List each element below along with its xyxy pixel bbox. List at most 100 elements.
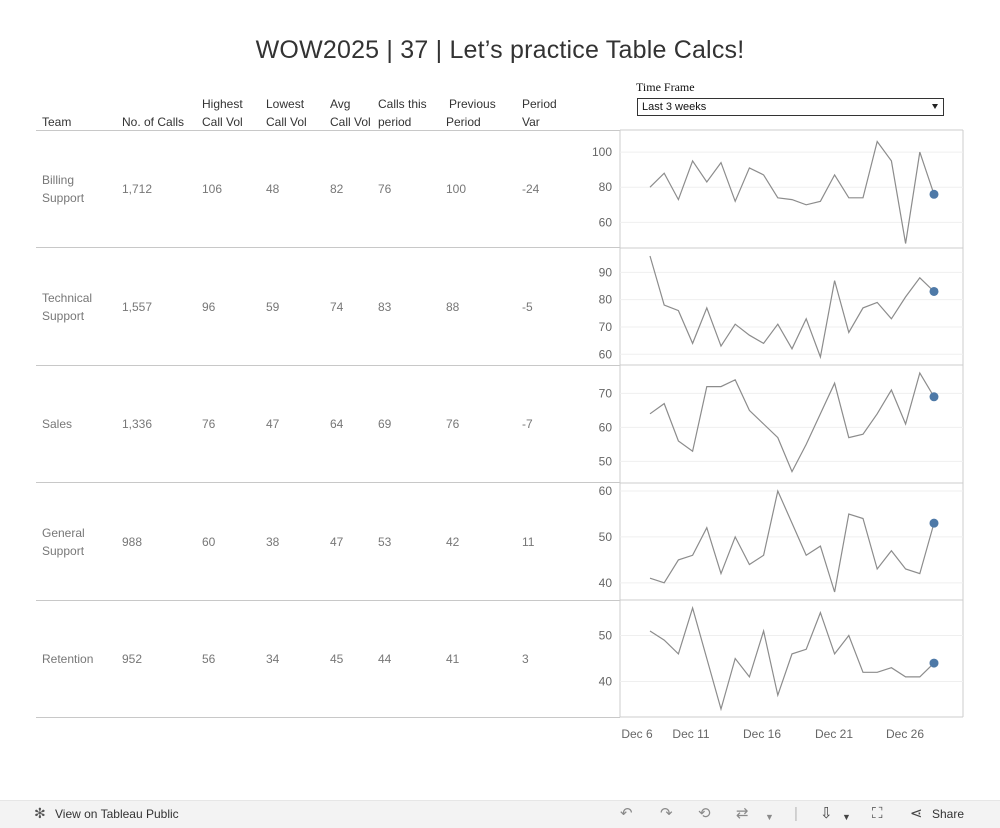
redo-icon[interactable]: ↷ <box>660 805 673 822</box>
cell-this-period: 44 <box>378 651 392 666</box>
page-title: WOW2025 | 37 | Let’s practice Table Calc… <box>255 36 745 64</box>
cell-var: -7 <box>522 416 533 431</box>
time-frame-dropdown[interactable]: Last 3 weeks <box>637 98 944 116</box>
last-point-marker <box>929 392 939 402</box>
undo-icon[interactable]: ↶ <box>620 805 633 822</box>
series-line <box>649 605 935 712</box>
y-tick-label: 50 <box>599 629 613 643</box>
y-tick-label: 80 <box>599 180 613 194</box>
y-tick-label: 60 <box>599 420 613 434</box>
team-name-line: Retention <box>42 651 94 666</box>
cell-calls: 988 <box>122 534 143 549</box>
header-avg: Avg Call Vol <box>330 97 371 129</box>
cell-team: Sales <box>42 415 72 433</box>
download-chevron-icon[interactable]: ▼ <box>842 812 851 822</box>
cell-team: Billing Support <box>42 171 84 207</box>
last-point-marker <box>929 189 939 199</box>
cell-team: General Support <box>42 524 85 560</box>
row-divider <box>36 717 620 718</box>
cell-lowest: 59 <box>266 299 280 314</box>
cell-lowest: 48 <box>266 181 280 196</box>
cell-calls: 1,557 <box>122 299 153 314</box>
cell-team: Technical Support <box>42 289 92 325</box>
row-divider <box>36 130 620 131</box>
tableau-footer: ✻ View on Tableau Public ↶ ↷ ⟲ ⇄ ▼ | ⇩ ▼… <box>0 800 1000 828</box>
cell-prev-period: 41 <box>446 651 460 666</box>
cell-team: Retention <box>42 650 93 668</box>
y-tick-label: 40 <box>599 576 613 590</box>
y-tick-label: 90 <box>599 265 613 279</box>
y-tick-label: 70 <box>599 386 613 400</box>
download-icon[interactable]: ⇩ <box>820 805 833 822</box>
series-line <box>649 140 935 244</box>
row-divider <box>36 482 620 483</box>
cell-highest: 96 <box>202 299 216 314</box>
cell-lowest: 38 <box>266 534 280 549</box>
series-line <box>649 489 935 593</box>
divider: | <box>794 805 798 822</box>
header-highest: Highest Call Vol <box>202 97 243 129</box>
tableau-logo-icon: ✻ <box>34 805 46 821</box>
share-button[interactable]: Share <box>932 807 965 821</box>
y-tick-label: 100 <box>592 145 612 159</box>
last-point-marker <box>929 518 939 528</box>
series-line <box>649 255 935 360</box>
last-point-marker <box>929 286 939 296</box>
y-tick-label: 50 <box>599 454 613 468</box>
cell-calls: 1,712 <box>122 181 153 196</box>
cell-highest: 60 <box>202 534 216 549</box>
cell-prev-period: 42 <box>446 534 460 549</box>
team-name-line: Support <box>42 190 85 205</box>
view-on-tableau-link[interactable]: View on Tableau Public <box>55 807 179 821</box>
y-tick-label: 80 <box>599 293 613 307</box>
cell-highest: 76 <box>202 416 216 431</box>
chevron-down-icon <box>932 104 938 109</box>
header-this-period: Calls this period <box>378 97 427 129</box>
header-team: Team <box>42 115 72 129</box>
cell-avg: 45 <box>330 651 344 666</box>
cell-prev-period: 76 <box>446 416 460 431</box>
row-divider <box>36 365 620 366</box>
cell-avg: 82 <box>330 181 344 196</box>
header-lowest: Lowest Call Vol <box>266 97 307 129</box>
refresh-chevron-icon[interactable]: ▼ <box>765 812 774 822</box>
header-var: Period Var <box>522 97 557 129</box>
team-name-line: Support <box>42 308 85 323</box>
revert-icon[interactable]: ⟲ <box>698 805 711 822</box>
team-name-line: Technical <box>42 290 93 305</box>
series-line <box>649 371 935 474</box>
cell-prev-period: 88 <box>446 299 460 314</box>
x-tick-label: Dec 26 <box>886 727 924 741</box>
cell-calls: 1,336 <box>122 416 153 431</box>
cell-highest: 56 <box>202 651 216 666</box>
cell-this-period: 76 <box>378 181 392 196</box>
y-tick-label: 70 <box>599 320 613 334</box>
y-tick-label: 50 <box>599 530 613 544</box>
share-icon[interactable]: ⋖ <box>910 805 923 822</box>
cell-avg: 47 <box>330 534 344 549</box>
time-frame-label: Time Frame <box>636 80 695 94</box>
cell-prev-period: 100 <box>446 181 467 196</box>
x-tick-label: Dec 21 <box>815 727 853 741</box>
cell-this-period: 69 <box>378 416 392 431</box>
y-tick-label: 60 <box>599 215 613 229</box>
cell-var: 3 <box>522 651 529 666</box>
y-tick-label: 60 <box>599 347 613 361</box>
y-tick-label: 40 <box>599 674 613 688</box>
team-name-line: Support <box>42 543 85 558</box>
sparkline-charts: 60 80 100 60 70 80 90 50 60 70 40 50 60 40 50 Dec 6 Dec … <box>592 129 964 741</box>
x-tick-label: Dec 16 <box>743 727 781 741</box>
header-calls: No. of Calls <box>122 115 185 129</box>
row-divider <box>36 600 620 601</box>
team-name-line: General <box>42 525 85 540</box>
x-tick-label: Dec 6 <box>621 727 653 741</box>
cell-highest: 106 <box>202 181 223 196</box>
cell-avg: 64 <box>330 416 344 431</box>
cell-var: -24 <box>522 181 540 196</box>
fullscreen-icon[interactable]: ⛶ <box>872 805 883 822</box>
x-tick-label: Dec 11 <box>672 727 709 741</box>
team-name-line: Billing <box>42 172 75 187</box>
refresh-icon[interactable]: ⇄ <box>736 805 749 822</box>
time-frame-value: Last 3 weeks <box>642 101 707 113</box>
cell-var: -5 <box>522 299 533 314</box>
